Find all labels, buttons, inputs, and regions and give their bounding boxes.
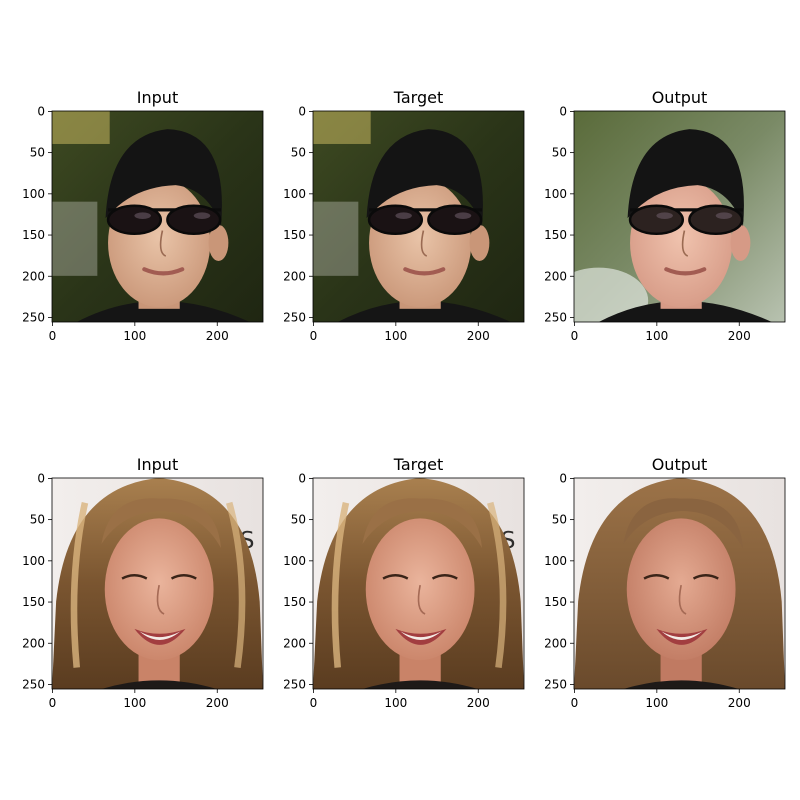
y-tick-label: 150 [283, 228, 306, 242]
y-tick-label: 150 [22, 228, 45, 242]
y-tick-label: 200 [22, 269, 45, 283]
panel-title: Output [652, 455, 708, 474]
x-tick-label: 100 [384, 696, 407, 710]
x-tick-label: 100 [123, 696, 146, 710]
y-tick-label: 100 [22, 187, 45, 201]
y-tick-label: 250 [22, 310, 45, 324]
axes-frame [51, 110, 264, 323]
face-image: S [313, 478, 524, 689]
face-image [52, 111, 263, 322]
x-tick-label: 200 [206, 329, 229, 343]
axes-frame [573, 110, 786, 323]
y-tick-label: 0 [298, 104, 306, 118]
y-tick-label: 150 [544, 228, 567, 242]
axes-frame [51, 477, 264, 690]
x-tick-label: 0 [571, 329, 579, 343]
axes-frame [573, 477, 786, 690]
panel-title: Output [652, 88, 708, 107]
y-tick-label: 100 [283, 554, 306, 568]
image-panel: Output 0 50 100 150 200 250 0 100 200 [544, 455, 786, 710]
y-tick-label: 50 [30, 513, 45, 527]
y-tick-label: 100 [544, 554, 567, 568]
panel-title: Input [137, 455, 178, 474]
x-tick-label: 200 [467, 329, 490, 343]
image-panel: Input 0 50 100 150 200 250 0 100 200 [22, 88, 264, 343]
x-tick-label: 0 [310, 329, 318, 343]
image-panel: Target 0 50 100 150 200 250 0 100 200 [283, 88, 525, 343]
x-tick-label: 0 [49, 696, 57, 710]
x-tick-label: 200 [467, 696, 490, 710]
y-tick-label: 200 [283, 636, 306, 650]
y-tick-label: 50 [291, 513, 306, 527]
x-tick-label: 200 [728, 329, 751, 343]
x-tick-label: 200 [206, 696, 229, 710]
x-tick-label: 200 [728, 696, 751, 710]
y-tick-label: 250 [22, 677, 45, 691]
y-tick-label: 50 [552, 513, 567, 527]
face-image [313, 111, 524, 322]
y-tick-label: 0 [37, 471, 45, 485]
y-tick-label: 250 [544, 677, 567, 691]
y-tick-label: 200 [544, 269, 567, 283]
y-tick-label: 50 [30, 146, 45, 160]
y-tick-label: 200 [283, 269, 306, 283]
x-tick-label: 100 [645, 329, 668, 343]
x-tick-label: 100 [645, 696, 668, 710]
y-tick-label: 200 [22, 636, 45, 650]
y-tick-label: 0 [559, 471, 567, 485]
x-tick-label: 0 [310, 696, 318, 710]
y-tick-label: 0 [298, 471, 306, 485]
y-tick-label: 250 [544, 310, 567, 324]
x-tick-label: 100 [384, 329, 407, 343]
y-tick-label: 100 [283, 187, 306, 201]
y-tick-label: 50 [291, 146, 306, 160]
axes-frame [312, 477, 525, 690]
y-tick-label: 150 [22, 595, 45, 609]
panel-title: Target [393, 455, 444, 474]
y-tick-label: 100 [544, 187, 567, 201]
panel-title: Input [137, 88, 178, 107]
y-tick-label: 250 [283, 310, 306, 324]
x-tick-label: 100 [123, 329, 146, 343]
y-tick-label: 0 [559, 104, 567, 118]
x-tick-label: 0 [49, 329, 57, 343]
y-tick-label: 150 [283, 595, 306, 609]
face-image [574, 478, 785, 689]
y-tick-label: 200 [544, 636, 567, 650]
face-image: S [52, 478, 263, 689]
y-tick-label: 100 [22, 554, 45, 568]
x-tick-label: 0 [571, 696, 579, 710]
y-tick-label: 50 [552, 146, 567, 160]
panel-title: Target [393, 88, 444, 107]
axes-frame [312, 110, 525, 323]
y-tick-label: 0 [37, 104, 45, 118]
y-tick-label: 250 [283, 677, 306, 691]
face-image [574, 111, 785, 322]
image-panel: Output 0 50 100 150 200 250 0 100 200 [544, 88, 786, 343]
y-tick-label: 150 [544, 595, 567, 609]
